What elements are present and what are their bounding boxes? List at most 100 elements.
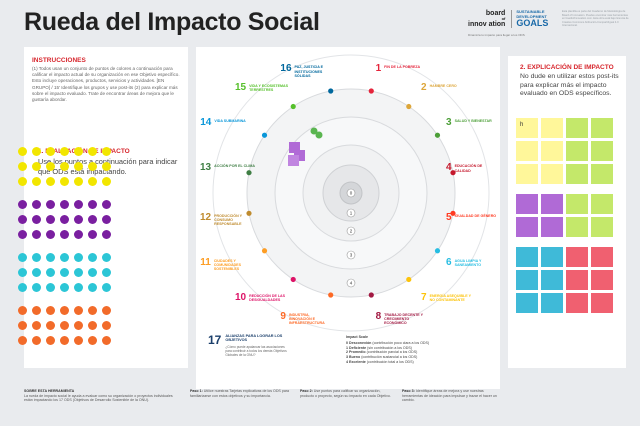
post-it-note[interactable]: h bbox=[516, 118, 538, 138]
dot-sticker[interactable] bbox=[87, 320, 98, 331]
dot-sticker[interactable] bbox=[87, 335, 98, 346]
dot-sticker[interactable] bbox=[73, 229, 84, 240]
dot-sticker[interactable] bbox=[45, 252, 56, 263]
dot-sticker[interactable] bbox=[73, 214, 84, 225]
dot-sticker[interactable] bbox=[59, 335, 70, 346]
post-it-note[interactable] bbox=[541, 141, 563, 161]
dot-sticker[interactable] bbox=[45, 199, 56, 210]
post-it-note[interactable] bbox=[591, 247, 613, 267]
post-it-note[interactable] bbox=[541, 217, 563, 237]
dot-sticker[interactable] bbox=[73, 335, 84, 346]
dot-sticker[interactable] bbox=[45, 146, 56, 157]
post-it-note[interactable] bbox=[566, 270, 588, 290]
dot-sticker[interactable] bbox=[18, 335, 28, 346]
dot-sticker[interactable] bbox=[18, 267, 28, 278]
dot-sticker[interactable] bbox=[87, 229, 98, 240]
dot-sticker[interactable] bbox=[31, 161, 42, 172]
dot-sticker[interactable] bbox=[18, 161, 28, 172]
dot-sticker[interactable] bbox=[87, 252, 98, 263]
post-it-note[interactable] bbox=[566, 164, 588, 184]
dot-sticker[interactable] bbox=[73, 161, 84, 172]
dot-sticker[interactable] bbox=[31, 282, 42, 293]
dot-sticker[interactable] bbox=[45, 176, 56, 187]
post-it-note[interactable] bbox=[516, 141, 538, 161]
dot-sticker[interactable] bbox=[18, 252, 28, 263]
dot-sticker[interactable] bbox=[18, 305, 28, 316]
post-it-note[interactable] bbox=[541, 164, 563, 184]
dot-sticker[interactable] bbox=[18, 176, 28, 187]
dot-sticker[interactable] bbox=[101, 267, 112, 278]
post-it-note[interactable] bbox=[516, 164, 538, 184]
post-it-note[interactable] bbox=[591, 270, 613, 290]
dot-sticker[interactable] bbox=[31, 252, 42, 263]
dot-sticker[interactable] bbox=[101, 305, 112, 316]
dot-sticker[interactable] bbox=[101, 176, 112, 187]
dot-sticker[interactable] bbox=[73, 146, 84, 157]
dot-sticker[interactable] bbox=[87, 161, 98, 172]
post-it-note[interactable] bbox=[541, 194, 563, 214]
dot-sticker[interactable] bbox=[59, 176, 70, 187]
post-it-note[interactable] bbox=[566, 293, 588, 313]
dot-sticker[interactable] bbox=[87, 214, 98, 225]
dot-sticker[interactable] bbox=[73, 305, 84, 316]
dot-sticker[interactable] bbox=[59, 282, 70, 293]
dot-sticker[interactable] bbox=[59, 214, 70, 225]
post-it-note[interactable] bbox=[516, 194, 538, 214]
dot-sticker[interactable] bbox=[59, 320, 70, 331]
dot-sticker[interactable] bbox=[101, 282, 112, 293]
post-it-note[interactable] bbox=[566, 194, 588, 214]
dot-sticker[interactable] bbox=[59, 305, 70, 316]
dot-sticker[interactable] bbox=[59, 161, 70, 172]
post-it-note[interactable] bbox=[566, 141, 588, 161]
post-it-note[interactable] bbox=[541, 270, 563, 290]
dot-sticker[interactable] bbox=[87, 305, 98, 316]
post-it-note[interactable] bbox=[541, 293, 563, 313]
dot-sticker[interactable] bbox=[45, 229, 56, 240]
dot-sticker[interactable] bbox=[31, 229, 42, 240]
dot-sticker[interactable] bbox=[18, 199, 28, 210]
dot-sticker[interactable] bbox=[45, 305, 56, 316]
dot-sticker[interactable] bbox=[101, 161, 112, 172]
dot-sticker[interactable] bbox=[18, 229, 28, 240]
dot-sticker[interactable] bbox=[31, 176, 42, 187]
dot-sticker[interactable] bbox=[31, 320, 42, 331]
post-it-note[interactable] bbox=[591, 293, 613, 313]
dot-sticker[interactable] bbox=[101, 199, 112, 210]
dot-sticker[interactable] bbox=[18, 146, 28, 157]
post-it-note[interactable] bbox=[591, 118, 613, 138]
dot-sticker[interactable] bbox=[73, 176, 84, 187]
post-it-note[interactable] bbox=[566, 118, 588, 138]
post-it-note[interactable] bbox=[566, 247, 588, 267]
dot-sticker[interactable] bbox=[45, 161, 56, 172]
dot-sticker[interactable] bbox=[73, 199, 84, 210]
dot-sticker[interactable] bbox=[31, 267, 42, 278]
post-it-note[interactable] bbox=[516, 217, 538, 237]
dot-sticker[interactable] bbox=[45, 267, 56, 278]
dot-sticker[interactable] bbox=[31, 146, 42, 157]
dot-sticker[interactable] bbox=[18, 214, 28, 225]
dot-sticker[interactable] bbox=[31, 335, 42, 346]
dot-sticker[interactable] bbox=[87, 282, 98, 293]
post-it-note[interactable] bbox=[591, 217, 613, 237]
dot-sticker[interactable] bbox=[59, 229, 70, 240]
dot-sticker[interactable] bbox=[87, 267, 98, 278]
dot-sticker[interactable] bbox=[73, 252, 84, 263]
dot-sticker[interactable] bbox=[73, 282, 84, 293]
dot-sticker[interactable] bbox=[101, 214, 112, 225]
post-it-note[interactable] bbox=[566, 217, 588, 237]
post-it-note[interactable] bbox=[516, 247, 538, 267]
dot-sticker[interactable] bbox=[87, 199, 98, 210]
post-it-note[interactable] bbox=[516, 293, 538, 313]
dot-sticker[interactable] bbox=[45, 320, 56, 331]
post-it-note[interactable] bbox=[541, 247, 563, 267]
post-it-note[interactable] bbox=[541, 118, 563, 138]
dot-sticker[interactable] bbox=[45, 282, 56, 293]
dot-sticker[interactable] bbox=[87, 146, 98, 157]
dot-sticker[interactable] bbox=[101, 229, 112, 240]
dot-sticker[interactable] bbox=[59, 267, 70, 278]
post-it-note[interactable] bbox=[591, 164, 613, 184]
dot-sticker[interactable] bbox=[31, 305, 42, 316]
dot-sticker[interactable] bbox=[73, 320, 84, 331]
dot-sticker[interactable] bbox=[18, 282, 28, 293]
dot-sticker[interactable] bbox=[59, 199, 70, 210]
